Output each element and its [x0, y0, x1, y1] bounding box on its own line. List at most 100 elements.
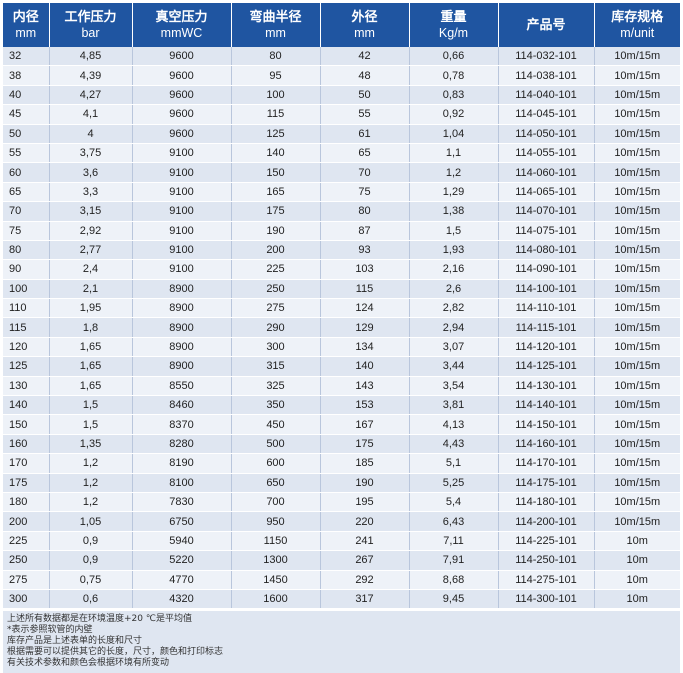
header-label: 弯曲半径 — [249, 9, 302, 24]
cell-product-number: 114-275-101 — [498, 570, 595, 590]
cell-working-pressure: 4,39 — [49, 65, 133, 86]
table-row: 50 4 9600 125 61 1,04 114-050-101 10m/15m — [3, 124, 680, 144]
cell-vacuum-pressure: 9600 — [132, 47, 232, 67]
cell-bend-radius: 500 — [231, 434, 321, 455]
cell-bend-radius: 100 — [231, 85, 321, 106]
cell-outer-diameter: 134 — [320, 337, 410, 358]
cell-weight: 1,5 — [409, 221, 499, 241]
cell-bend-radius: 190 — [231, 221, 321, 241]
cell-outer-diameter: 93 — [320, 240, 410, 261]
cell-working-pressure: 1,35 — [49, 434, 133, 455]
cell-vacuum-pressure: 9600 — [132, 85, 232, 106]
cell-inner-diameter: 40 — [3, 85, 50, 106]
cell-inner-diameter: 300 — [3, 589, 50, 610]
cell-product-number: 114-050-101 — [498, 124, 595, 144]
cell-vacuum-pressure: 9100 — [132, 240, 232, 261]
cell-inner-diameter: 110 — [3, 298, 50, 319]
cell-weight: 5,4 — [409, 492, 499, 513]
cell-stock-length: 10m/15m — [594, 240, 680, 261]
table-row: 275 0,75 4770 1450 292 8,68 114-275-101 10m — [3, 570, 680, 590]
cell-product-number: 114-120-101 — [498, 337, 595, 358]
cell-bend-radius: 140 — [231, 143, 321, 164]
cell-stock-length: 10m/15m — [594, 453, 680, 474]
cell-stock-length: 10m/15m — [594, 337, 680, 358]
cell-product-number: 114-060-101 — [498, 162, 595, 183]
cell-inner-diameter: 65 — [3, 182, 50, 203]
header-inner-diameter: 内径 mm — [3, 3, 50, 47]
cell-product-number: 114-125-101 — [498, 356, 595, 377]
header-bend-radius: 弯曲半径 mm — [231, 3, 321, 47]
cell-product-number: 114-250-101 — [498, 550, 595, 571]
cell-product-number: 114-180-101 — [498, 492, 595, 513]
cell-vacuum-pressure: 8370 — [132, 414, 232, 435]
cell-weight: 4,13 — [409, 414, 499, 435]
cell-outer-diameter: 190 — [320, 473, 410, 493]
table-row: 225 0,9 5940 1150 241 7,11 114-225-101 10m — [3, 531, 680, 552]
cell-outer-diameter: 241 — [320, 531, 410, 552]
table-row: 160 1,35 8280 500 175 4,43 114-160-101 10m/15m — [3, 434, 680, 455]
cell-weight: 9,45 — [409, 589, 499, 610]
cell-bend-radius: 115 — [231, 104, 321, 125]
cell-working-pressure: 4,27 — [49, 85, 133, 106]
cell-inner-diameter: 45 — [3, 104, 50, 125]
table-row: 65 3,3 9100 165 75 1,29 114-065-101 10m/15m — [3, 182, 680, 203]
cell-inner-diameter: 170 — [3, 453, 50, 474]
cell-stock-length: 10m/15m — [594, 143, 680, 164]
cell-outer-diameter: 185 — [320, 453, 410, 474]
cell-outer-diameter: 61 — [320, 124, 410, 144]
cell-weight: 1,93 — [409, 240, 499, 261]
cell-outer-diameter: 124 — [320, 298, 410, 319]
cell-outer-diameter: 48 — [320, 65, 410, 86]
cell-bend-radius: 200 — [231, 240, 321, 261]
cell-stock-length: 10m/15m — [594, 65, 680, 86]
cell-stock-length: 10m/15m — [594, 104, 680, 125]
footnote-line: 有关技术参数和颜色会根据环境有所变动 — [7, 658, 170, 669]
cell-bend-radius: 80 — [231, 47, 321, 67]
header-outer-diameter: 外径 mm — [320, 3, 410, 47]
cell-weight: 3,44 — [409, 356, 499, 377]
cell-working-pressure: 2,92 — [49, 221, 133, 241]
cell-weight: 0,66 — [409, 47, 499, 67]
cell-weight: 1,38 — [409, 201, 499, 222]
table-row: 200 1,05 6750 950 220 6,43 114-200-101 10m/15m — [3, 511, 680, 532]
table-row: 32 4,85 9600 80 42 0,66 114-032-101 10m/15m — [3, 47, 680, 67]
cell-stock-length: 10m — [594, 589, 680, 610]
cell-working-pressure: 1,2 — [49, 453, 133, 474]
table-row: 120 1,65 8900 300 134 3,07 114-120-101 10m/15m — [3, 337, 680, 358]
cell-inner-diameter: 150 — [3, 414, 50, 435]
header-unit: mm — [265, 26, 286, 40]
cell-product-number: 114-115-101 — [498, 317, 595, 338]
cell-inner-diameter: 55 — [3, 143, 50, 164]
cell-weight: 3,54 — [409, 376, 499, 397]
cell-working-pressure: 0,9 — [49, 550, 133, 571]
cell-bend-radius: 275 — [231, 298, 321, 319]
cell-vacuum-pressure: 6750 — [132, 511, 232, 532]
cell-inner-diameter: 250 — [3, 550, 50, 571]
footnotes: 上述所有数据都是在环境温度+20 ℃是平均值 *表示参照软管的内壁 库存产品是上述表… — [3, 611, 680, 673]
cell-vacuum-pressure: 8100 — [132, 473, 232, 493]
hose-spec-table-container: 内径 mm 工作压力 bar 真空压力 mmWC 弯曲半径 mm 外径 mm 重量 Kg/m 产品号 库存… — [3, 3, 680, 673]
cell-outer-diameter: 42 — [320, 47, 410, 67]
cell-vacuum-pressure: 9600 — [132, 104, 232, 125]
cell-outer-diameter: 70 — [320, 162, 410, 183]
cell-inner-diameter: 140 — [3, 395, 50, 416]
cell-product-number: 114-038-101 — [498, 65, 595, 86]
cell-outer-diameter: 50 — [320, 85, 410, 106]
cell-outer-diameter: 292 — [320, 570, 410, 590]
cell-product-number: 114-090-101 — [498, 259, 595, 280]
cell-working-pressure: 1,5 — [49, 414, 133, 435]
cell-product-number: 114-032-101 — [498, 47, 595, 67]
cell-bend-radius: 1150 — [231, 531, 321, 552]
cell-working-pressure: 3,3 — [49, 182, 133, 203]
cell-outer-diameter: 143 — [320, 376, 410, 397]
cell-bend-radius: 225 — [231, 259, 321, 280]
cell-bend-radius: 165 — [231, 182, 321, 203]
cell-vacuum-pressure: 4770 — [132, 570, 232, 590]
cell-outer-diameter: 103 — [320, 259, 410, 280]
table-row: 150 1,5 8370 450 167 4,13 114-150-101 10m/15m — [3, 414, 680, 435]
cell-outer-diameter: 55 — [320, 104, 410, 125]
cell-outer-diameter: 87 — [320, 221, 410, 241]
hose-spec-table: 内径 mm 工作压力 bar 真空压力 mmWC 弯曲半径 mm 外径 mm 重量 Kg/m 产品号 库存… — [3, 3, 680, 610]
cell-outer-diameter: 220 — [320, 511, 410, 532]
cell-stock-length: 10m/15m — [594, 395, 680, 416]
